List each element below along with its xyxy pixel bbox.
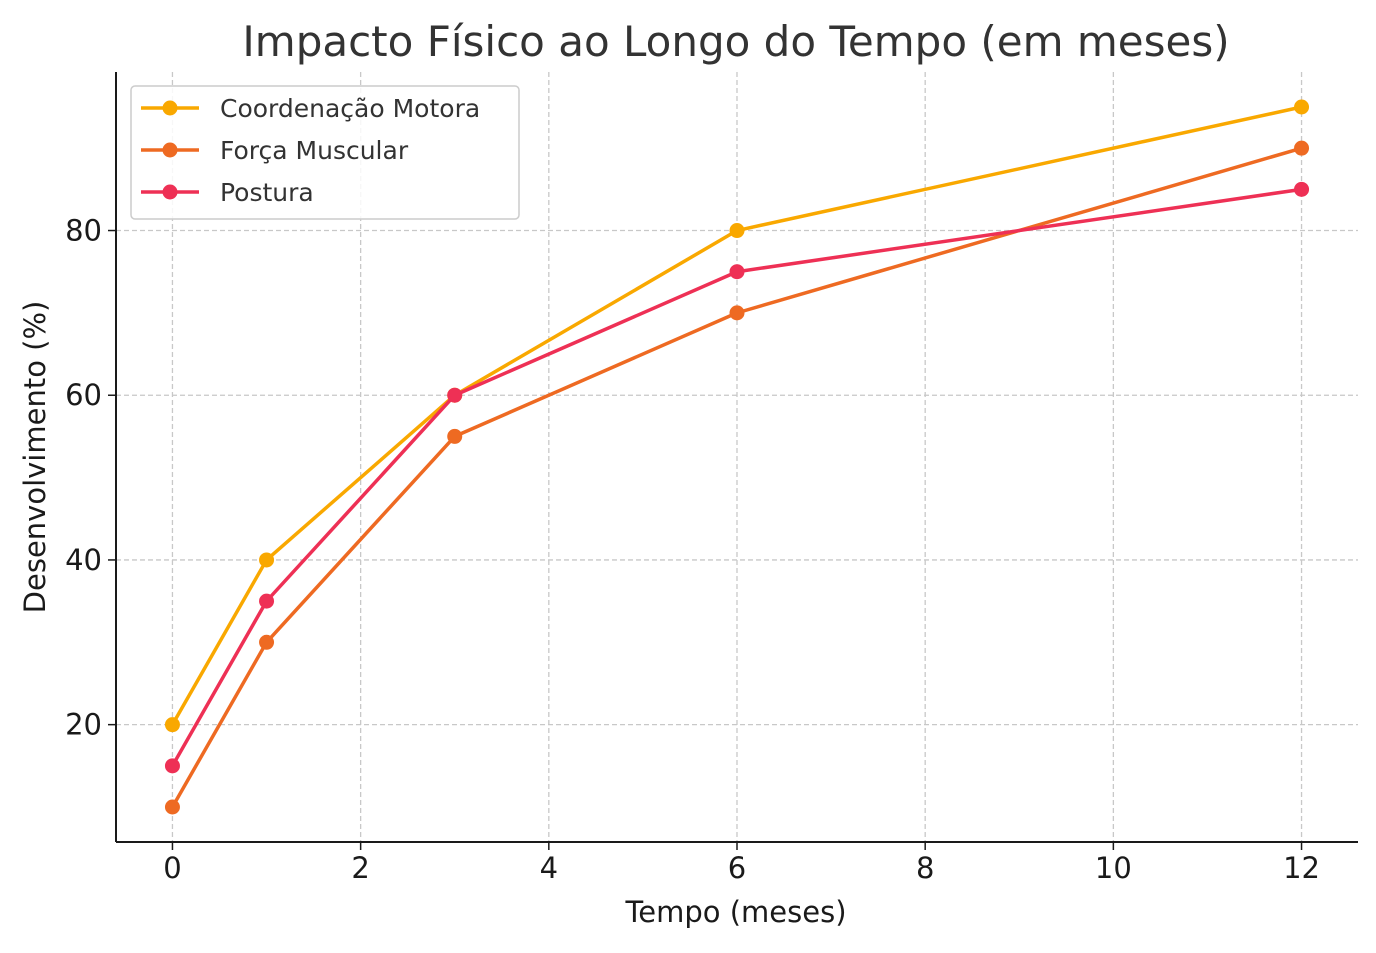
x-tick-label: 10 <box>1095 851 1132 885</box>
chart-title: Impacto Físico ao Longo do Tempo (em mes… <box>242 17 1229 66</box>
legend-marker <box>162 142 178 158</box>
series-lines <box>164 99 1310 815</box>
x-tick-label: 2 <box>351 851 369 885</box>
series-3 <box>164 181 1310 774</box>
y-tick-label: 20 <box>65 708 102 742</box>
legend-label: Coordenação Motora <box>220 94 480 123</box>
data-point <box>729 223 745 239</box>
data-point <box>259 634 275 650</box>
data-point <box>164 717 180 733</box>
legend: Coordenação Motora Força Muscular Postura <box>130 85 520 220</box>
data-point <box>447 428 463 444</box>
legend-item: Coordenação Motora <box>141 94 480 123</box>
y-tick-label: 40 <box>65 543 102 577</box>
x-tick-label: 4 <box>540 851 558 885</box>
data-point <box>1294 140 1310 156</box>
legend-box <box>130 85 520 220</box>
data-point <box>1294 99 1310 115</box>
series-2 <box>164 140 1310 815</box>
legend-marker <box>162 184 178 200</box>
x-tick-label: 6 <box>728 851 746 885</box>
legend-label: Postura <box>220 178 314 207</box>
x-tick-label: 8 <box>916 851 934 885</box>
x-tick-label: 0 <box>163 851 181 885</box>
legend-items: Coordenação Motora Força Muscular Postura <box>141 94 480 207</box>
data-point <box>447 387 463 403</box>
data-point <box>729 264 745 280</box>
legend-item: Postura <box>141 178 314 207</box>
legend-label: Força Muscular <box>220 136 409 165</box>
y-axis-label: Desenvolvimento (%) <box>18 301 52 614</box>
data-point <box>729 305 745 321</box>
data-point <box>164 799 180 815</box>
x-axis-label: Tempo (meses) <box>624 895 846 929</box>
legend-item: Força Muscular <box>141 136 409 165</box>
data-point <box>259 552 275 568</box>
y-tick-label: 60 <box>65 378 102 412</box>
y-tick-label: 80 <box>65 214 102 248</box>
axis-ticks: 0 2 4 6 8 10 12 20 40 60 80 <box>65 214 1320 885</box>
data-point <box>259 593 275 609</box>
x-tick-label: 12 <box>1283 851 1320 885</box>
legend-marker <box>162 100 178 116</box>
data-point <box>1294 181 1310 197</box>
data-point <box>164 758 180 774</box>
